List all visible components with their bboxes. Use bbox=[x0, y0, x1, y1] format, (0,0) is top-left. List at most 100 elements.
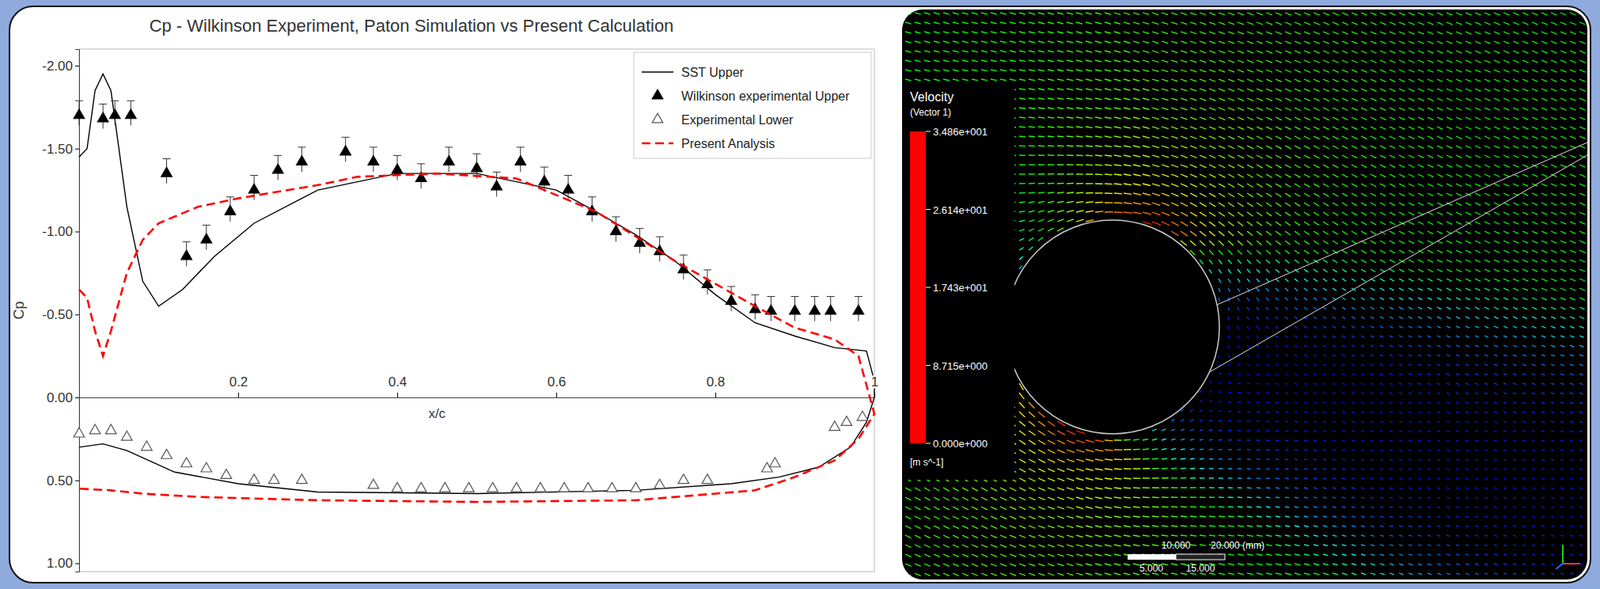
flow-vector bbox=[1152, 136, 1160, 139]
flow-vector bbox=[1085, 145, 1093, 147]
flow-vector bbox=[1152, 41, 1159, 44]
flow-vector bbox=[1085, 117, 1093, 118]
flow-vector bbox=[1142, 22, 1149, 24]
flow-vector bbox=[1247, 107, 1254, 110]
flow-vector bbox=[1228, 50, 1235, 54]
flow-vector bbox=[1218, 572, 1225, 575]
flow-vector bbox=[1114, 439, 1123, 440]
flow-vector bbox=[1114, 211, 1123, 213]
flow-vector bbox=[1190, 98, 1197, 101]
flow-vector bbox=[1218, 31, 1225, 35]
flow-vector bbox=[1057, 192, 1065, 194]
flow-vector bbox=[1209, 183, 1216, 187]
flow-vector bbox=[1047, 125, 1055, 128]
flow-vector bbox=[1066, 525, 1074, 528]
flow-vector bbox=[1057, 553, 1064, 557]
data-point bbox=[73, 109, 85, 119]
legend-swatch bbox=[652, 113, 664, 123]
flow-vector bbox=[1209, 467, 1214, 470]
flow-vector bbox=[1104, 477, 1113, 480]
error-bar-cap bbox=[703, 269, 712, 270]
flow-vector bbox=[914, 534, 922, 539]
flow-vector bbox=[1218, 515, 1225, 517]
flow-vector bbox=[1028, 496, 1036, 501]
flow-vector bbox=[1057, 79, 1064, 81]
flow-vector bbox=[1123, 69, 1130, 72]
flow-vector bbox=[1152, 202, 1161, 205]
flow-vector bbox=[1085, 60, 1092, 62]
flow-vector bbox=[1123, 12, 1130, 15]
flow-vector bbox=[1247, 145, 1254, 149]
flow-vector bbox=[1038, 125, 1045, 128]
flow-vector bbox=[1180, 31, 1187, 35]
flow-vector bbox=[962, 487, 969, 491]
y-tick: -1.00 bbox=[41, 223, 80, 239]
flow-vector bbox=[1190, 31, 1197, 35]
flow-vector bbox=[1123, 486, 1131, 489]
flow-vector bbox=[1114, 41, 1121, 43]
flow-vector bbox=[1095, 60, 1102, 62]
flow-vector bbox=[1190, 136, 1197, 139]
flow-vector bbox=[1038, 439, 1046, 444]
flow-vector bbox=[1190, 467, 1195, 470]
data-point bbox=[439, 481, 452, 492]
flow-vector bbox=[1066, 534, 1074, 538]
flow-vector bbox=[1152, 126, 1160, 129]
flow-vector bbox=[1247, 69, 1254, 73]
flow-vector bbox=[1085, 534, 1093, 537]
flow-vector bbox=[1190, 231, 1198, 236]
flow-vector bbox=[1190, 22, 1197, 25]
data-point bbox=[534, 481, 546, 492]
flow-vector bbox=[1019, 430, 1026, 436]
flow-vector bbox=[1209, 231, 1216, 236]
flow-vector bbox=[1047, 88, 1055, 91]
error-bar-cap bbox=[202, 224, 211, 226]
legend-label: Present Analysis bbox=[681, 136, 775, 151]
flow-vector bbox=[1247, 202, 1253, 207]
flow-vector bbox=[943, 563, 950, 566]
flow-vector bbox=[1228, 126, 1235, 130]
flow-vector bbox=[1161, 126, 1169, 129]
y-tick-mark bbox=[75, 148, 80, 150]
flow-vector bbox=[1019, 411, 1025, 418]
flow-vector bbox=[971, 525, 979, 529]
flow-vector bbox=[1085, 31, 1092, 34]
flow-vector bbox=[1057, 69, 1064, 72]
flow-vector bbox=[1000, 79, 1007, 81]
flow-vector bbox=[1247, 22, 1254, 25]
flow-vector bbox=[1000, 31, 1007, 34]
flow-vector bbox=[933, 525, 941, 529]
flow-vector bbox=[981, 12, 988, 15]
flow-vector bbox=[1057, 544, 1064, 547]
flow-vector bbox=[1123, 60, 1130, 62]
flow-vector bbox=[1028, 572, 1036, 576]
flow-vector bbox=[1028, 144, 1036, 147]
flow-vector bbox=[1019, 135, 1026, 137]
flow-vector bbox=[1095, 487, 1103, 490]
flow-vector bbox=[1114, 98, 1121, 100]
flow-vector bbox=[1076, 496, 1084, 500]
flow-vector bbox=[924, 22, 931, 24]
flow-vector bbox=[1038, 227, 1044, 232]
flow-vector bbox=[981, 534, 988, 539]
flow-vector bbox=[1161, 145, 1169, 148]
flow-vector bbox=[943, 553, 950, 557]
flow-vector bbox=[1180, 496, 1187, 498]
flow-vector bbox=[924, 544, 931, 548]
flow-vector bbox=[1180, 174, 1188, 178]
flow-vector bbox=[933, 553, 941, 557]
data-point bbox=[97, 112, 109, 122]
error-bar-cap bbox=[393, 155, 402, 156]
flow-vector bbox=[1123, 515, 1131, 517]
flow-vector bbox=[981, 563, 988, 566]
flow-vector bbox=[1209, 259, 1214, 265]
flow-vector bbox=[924, 69, 931, 72]
flow-vector bbox=[1190, 12, 1197, 16]
flow-vector bbox=[990, 12, 998, 15]
flow-vector bbox=[1190, 79, 1197, 82]
data-point bbox=[654, 478, 666, 489]
flow-vector bbox=[971, 50, 979, 53]
flow-vector bbox=[1161, 155, 1169, 158]
flow-vector bbox=[1228, 345, 1229, 349]
flow-vector bbox=[1019, 144, 1026, 147]
